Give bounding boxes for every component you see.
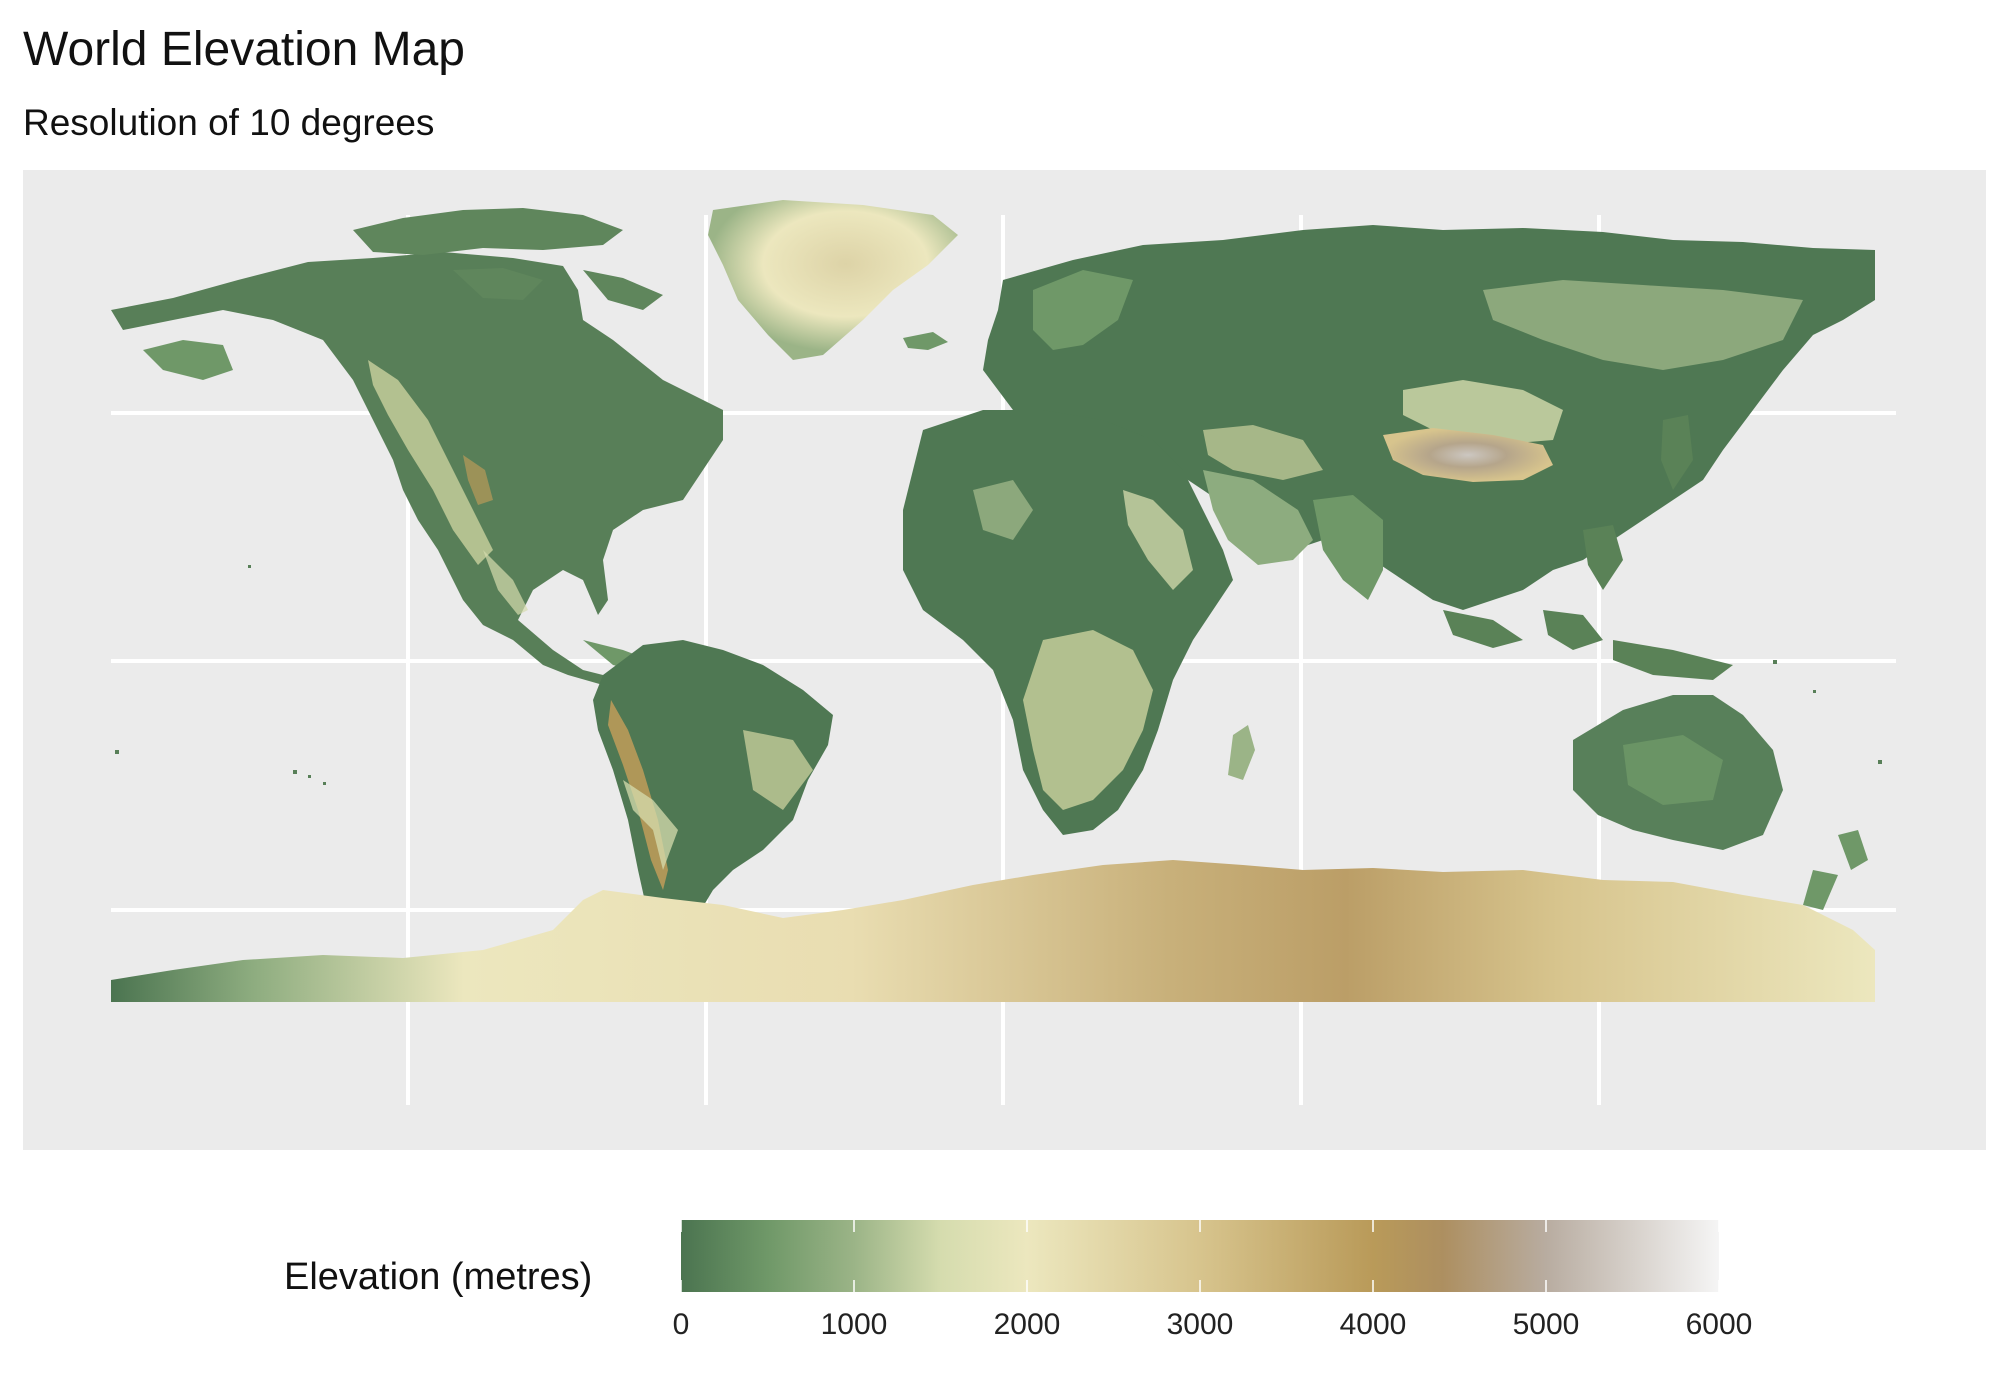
landmass-antarctica xyxy=(111,860,1875,1002)
page-subtitle: Resolution of 10 degrees xyxy=(23,102,435,143)
colorbar-tick-mark xyxy=(1199,1280,1201,1292)
world-elevation-map xyxy=(111,200,1896,1105)
landmass-south-america xyxy=(593,640,833,960)
map-panel xyxy=(23,170,1986,1150)
colorbar-tick-label: 4000 xyxy=(1339,1308,1407,1341)
page-title: World Elevation Map xyxy=(23,23,465,76)
colorbar-tick-mark xyxy=(1372,1280,1374,1292)
landmass-africa xyxy=(903,410,1233,835)
colorbar-tick-mark xyxy=(1718,1220,1720,1232)
pacific-islands xyxy=(115,565,1882,785)
landmass-greenland xyxy=(708,200,958,360)
colorbar-tick-mark xyxy=(1718,1280,1720,1292)
colorbar-tick-mark xyxy=(680,1220,682,1232)
elevation-colorbar xyxy=(680,1220,1720,1292)
landmass-arabia xyxy=(1203,470,1313,565)
colorbar-tick-label: 1000 xyxy=(820,1308,888,1341)
colorbar-tick-label: 3000 xyxy=(1166,1308,1234,1341)
landmass-australia xyxy=(1573,695,1783,850)
landmass-eurasia xyxy=(983,225,1875,610)
colorbar-tick-mark xyxy=(853,1220,855,1232)
colorbar-tick-mark xyxy=(1372,1220,1374,1232)
landmass-north-america xyxy=(111,252,723,685)
colorbar-tick-mark xyxy=(1545,1220,1547,1232)
landmass-southeast-asia xyxy=(1443,415,1733,680)
colorbar-tick-mark xyxy=(853,1280,855,1292)
landmass-iceland xyxy=(903,332,948,350)
colorbar-tick-mark xyxy=(1545,1280,1547,1292)
colorbar-tick-mark xyxy=(1026,1280,1028,1292)
colorbar-tick-mark xyxy=(680,1280,682,1292)
colorbar-tick-mark xyxy=(1026,1220,1028,1232)
colorbar-tick-label: 0 xyxy=(672,1308,690,1341)
landmass-new-zealand xyxy=(1803,830,1868,910)
colorbar-tick-label: 6000 xyxy=(1685,1308,1753,1341)
colorbar-tick-label: 5000 xyxy=(1512,1308,1580,1341)
landmass-madagascar xyxy=(1228,725,1255,780)
landmass-arctic-islands xyxy=(353,208,663,310)
colorbar-tick-mark xyxy=(1199,1220,1201,1232)
colorbar-tick-label: 2000 xyxy=(993,1308,1061,1341)
legend-title: Elevation (metres) xyxy=(284,1256,593,1298)
